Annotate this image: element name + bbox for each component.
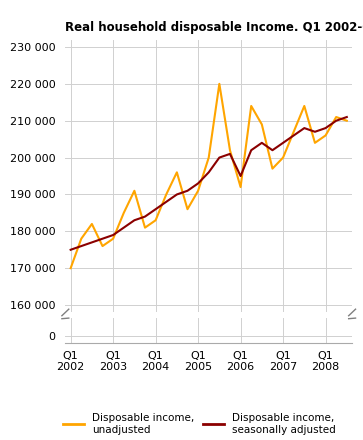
Text: Real household disposable Income. Q1 2002-Q3 2008: Real household disposable Income. Q1 200… bbox=[65, 21, 363, 34]
Legend: Disposable income,
unadjusted, Disposable income,
seasonally adjusted: Disposable income, unadjusted, Disposabl… bbox=[63, 413, 336, 435]
